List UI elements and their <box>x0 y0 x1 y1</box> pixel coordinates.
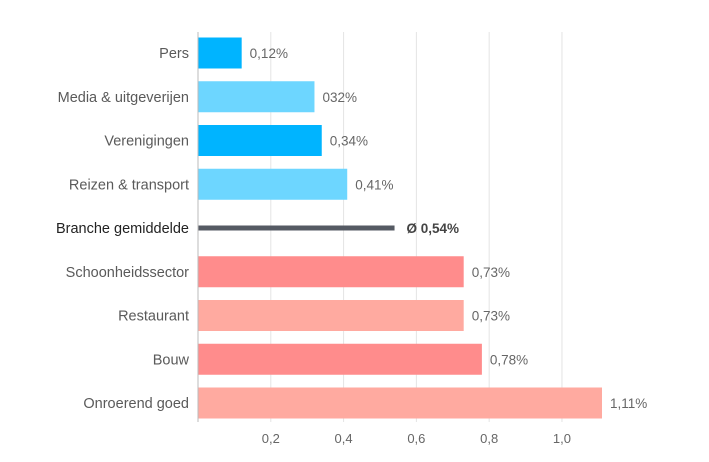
value-label: 0,78% <box>490 352 528 367</box>
category-label: Restaurant <box>118 309 189 325</box>
bar <box>198 81 315 113</box>
category-label: Schoonheidssector <box>66 265 189 281</box>
bar <box>198 168 348 200</box>
category-label: Reizen & transport <box>69 177 189 193</box>
category-label: Media & uitgeverijen <box>58 90 189 106</box>
category-label: Branche gemiddelde <box>56 221 189 237</box>
x-tick-label: 0,6 <box>407 431 425 446</box>
category-labels: Pers Media & uitgeverijen Verenigingen Reiz… <box>56 46 190 412</box>
value-label: 1,11% <box>610 396 647 411</box>
x-tick-label: 0,2 <box>262 431 280 446</box>
category-label: Onroerend goed <box>83 396 189 412</box>
category-label: Bouw <box>153 352 190 368</box>
category-label: Pers <box>159 46 189 62</box>
average-bar <box>198 225 395 231</box>
bar <box>198 343 482 375</box>
x-axis-ticks: 0,2 0,4 0,6 0,8 1,0 <box>262 431 571 446</box>
bar <box>198 300 464 331</box>
value-label: 032% <box>322 90 357 105</box>
value-label: 0,73% <box>472 309 510 324</box>
value-label: 0,73% <box>472 265 510 280</box>
bar <box>198 125 322 156</box>
value-label: 0,41% <box>355 177 393 192</box>
bar <box>198 37 242 69</box>
value-label: Ø 0,54% <box>407 221 460 236</box>
bar <box>198 387 602 419</box>
bars <box>198 37 602 419</box>
category-label: Verenigingen <box>104 134 189 150</box>
bar <box>198 256 464 288</box>
x-tick-label: 1,0 <box>553 431 571 446</box>
x-tick-label: 0,8 <box>480 431 498 446</box>
x-tick-label: 0,4 <box>335 431 353 446</box>
value-label: 0,34% <box>330 134 368 149</box>
value-label: 0,12% <box>250 46 288 61</box>
value-labels: 0,12% 032% 0,34% 0,41% Ø 0,54% 0,73% 0,73% 0,78… <box>250 46 648 411</box>
